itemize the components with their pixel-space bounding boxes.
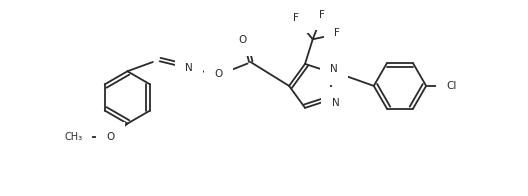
Text: F: F [293, 13, 299, 23]
Text: N: N [330, 64, 338, 74]
Text: N: N [332, 98, 340, 108]
Text: O: O [239, 35, 247, 45]
Text: CH₃: CH₃ [64, 132, 83, 142]
Text: N: N [185, 63, 193, 73]
Text: O: O [106, 132, 115, 142]
Text: Cl: Cl [446, 81, 457, 91]
Text: O: O [214, 69, 222, 79]
Text: F: F [319, 10, 325, 20]
Text: F: F [334, 28, 341, 38]
